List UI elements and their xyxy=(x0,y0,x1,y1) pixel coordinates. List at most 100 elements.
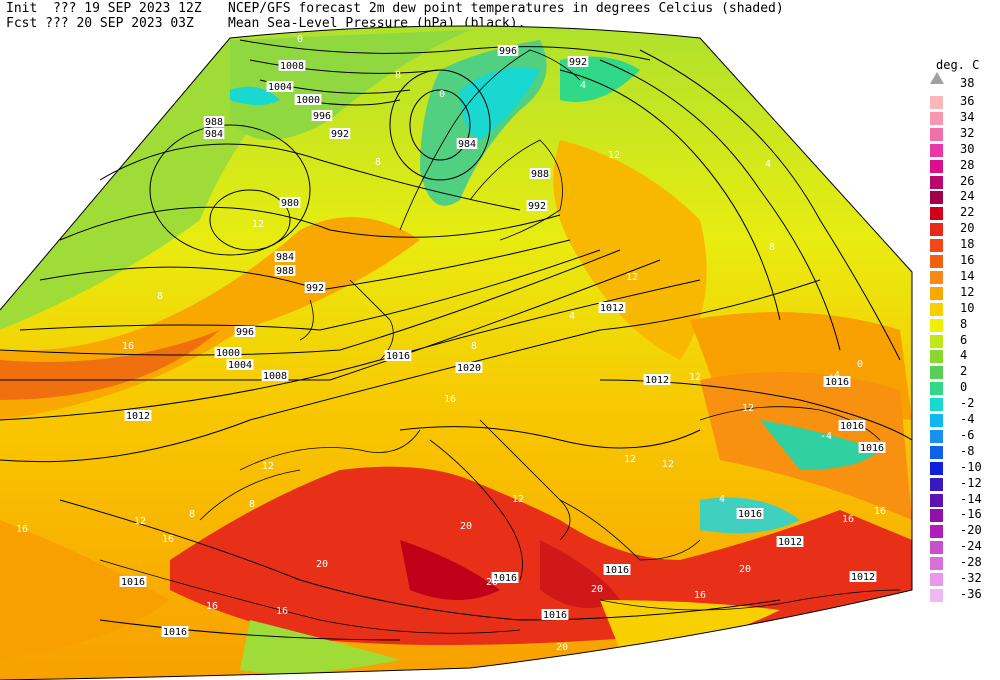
legend-top-label: 38 xyxy=(960,76,975,90)
dewpoint-contour-label: 16 xyxy=(874,506,886,517)
svg-text:992: 992 xyxy=(306,283,324,294)
isobar-label: 996 xyxy=(497,45,519,57)
isobar-label: 992 xyxy=(304,282,326,294)
legend-swatch xyxy=(930,557,943,571)
legend-entry: 28 xyxy=(930,158,1000,174)
legend-swatch xyxy=(930,111,943,125)
dewpoint-contour-label: 16 xyxy=(122,341,134,352)
legend-entry: 12 xyxy=(930,285,1000,301)
svg-text:16: 16 xyxy=(122,341,134,352)
svg-text:12: 12 xyxy=(512,494,524,505)
isobar-label: 1016 xyxy=(384,350,412,362)
isobar-label: 1012 xyxy=(776,536,804,548)
svg-text:16: 16 xyxy=(162,534,174,545)
legend-label: -28 xyxy=(960,555,982,570)
legend-swatch xyxy=(930,350,943,364)
isobar-label: 1012 xyxy=(124,410,152,422)
svg-text:1004: 1004 xyxy=(268,82,292,93)
isobar-label: 1012 xyxy=(598,302,626,314)
legend-swatch xyxy=(930,191,943,205)
dewpoint-contour-label: 20 xyxy=(486,577,498,588)
svg-text:12: 12 xyxy=(689,372,701,383)
legend-entry: 16 xyxy=(930,253,1000,269)
legend-entry: 22 xyxy=(930,205,1000,221)
dewpoint-contour-label: 8 xyxy=(769,242,775,253)
svg-text:4: 4 xyxy=(615,301,621,312)
legend-swatch xyxy=(930,525,943,539)
isobar-label: 1016 xyxy=(491,572,519,584)
svg-text:1016: 1016 xyxy=(840,421,864,432)
dewpoint-contour-label: 12 xyxy=(134,516,146,527)
dewpoint-contour-label: 0 xyxy=(297,34,303,45)
legend-label: 36 xyxy=(960,94,975,108)
domain-boundary xyxy=(0,25,913,680)
svg-text:984: 984 xyxy=(458,139,476,150)
legend-swatch xyxy=(930,382,943,396)
svg-text:20: 20 xyxy=(486,577,498,588)
legend-entry: -28 xyxy=(930,555,1000,571)
legend-swatch xyxy=(930,175,943,189)
legend-title: deg. C xyxy=(936,58,980,72)
svg-text:8: 8 xyxy=(375,157,381,168)
isobar-label: 996 xyxy=(311,110,333,122)
dewpoint-contour-label: 16 xyxy=(16,524,28,535)
legend-swatch xyxy=(930,270,943,284)
dewpoint-contour-label: 8 xyxy=(395,70,401,81)
legend-label: 12 xyxy=(960,284,975,299)
dewpoint-contour-label: 12 xyxy=(624,454,636,465)
legend-label: -6 xyxy=(960,427,975,442)
isobar-label: 1016 xyxy=(119,576,147,588)
svg-text:1016: 1016 xyxy=(121,577,145,588)
svg-text:984: 984 xyxy=(205,129,223,140)
isobar-label: 1016 xyxy=(736,508,764,520)
isobar-label: 1020 xyxy=(455,362,483,374)
svg-text:8: 8 xyxy=(157,291,163,302)
legend-entry: 10 xyxy=(930,301,1000,317)
dewpoint-contour-label: 16 xyxy=(842,514,854,525)
svg-text:20: 20 xyxy=(316,559,328,570)
legend-entry: 8 xyxy=(930,317,1000,333)
dewpoint-contour-label: 20 xyxy=(556,642,568,653)
isobar-label: 988 xyxy=(529,168,551,180)
dewpoint-contour-label: 12 xyxy=(512,494,524,505)
legend-label: -14 xyxy=(960,491,982,506)
isobar-label: 1004 xyxy=(226,359,254,371)
svg-text:-4: -4 xyxy=(828,370,840,381)
svg-text:1016: 1016 xyxy=(493,573,517,584)
dewpoint-contour-label: 8 xyxy=(157,291,163,302)
svg-text:20: 20 xyxy=(591,584,603,595)
dewpoint-contour-label: -4 xyxy=(820,431,832,442)
legend-swatch xyxy=(930,127,943,141)
svg-text:1012: 1012 xyxy=(600,303,624,314)
legend-label: 28 xyxy=(960,157,975,172)
legend-label: 14 xyxy=(960,268,975,283)
legend-label: -10 xyxy=(960,459,982,474)
isobar-label: 984 xyxy=(203,128,225,140)
legend-label: -24 xyxy=(960,539,982,554)
isobar-label: 1000 xyxy=(294,94,322,106)
svg-text:16: 16 xyxy=(206,601,218,612)
svg-text:1012: 1012 xyxy=(126,411,150,422)
dewpoint-contour-label: 0 xyxy=(439,89,445,100)
dewpoint-contour-label: 16 xyxy=(162,534,174,545)
svg-text:1016: 1016 xyxy=(605,565,629,576)
svg-text:4: 4 xyxy=(569,311,575,322)
isobar-lines xyxy=(0,39,913,641)
svg-text:1004: 1004 xyxy=(228,360,252,371)
dewpoint-contour-label: 8 xyxy=(189,509,195,520)
legend-swatch xyxy=(930,509,943,523)
legend-swatch xyxy=(930,286,943,300)
svg-text:1016: 1016 xyxy=(163,627,187,638)
legend-swatch xyxy=(930,366,943,380)
svg-text:1016: 1016 xyxy=(738,509,762,520)
isobar-label: 988 xyxy=(274,265,296,277)
legend-entry: -36 xyxy=(930,587,1000,603)
legend-entry: -12 xyxy=(930,476,1000,492)
legend-label: -20 xyxy=(960,523,982,538)
isobar-label: 1016 xyxy=(541,609,569,621)
svg-text:1012: 1012 xyxy=(851,572,875,583)
svg-text:996: 996 xyxy=(499,46,517,57)
svg-text:12: 12 xyxy=(624,454,636,465)
svg-text:988: 988 xyxy=(276,266,294,277)
legend-entry: -8 xyxy=(930,444,1000,460)
